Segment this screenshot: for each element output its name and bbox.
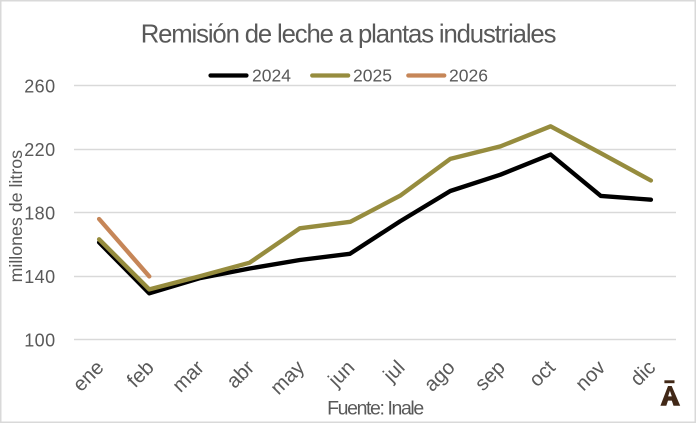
svg-text:180: 180 [24, 203, 55, 223]
svg-text:2026: 2026 [449, 66, 488, 86]
svg-text:260: 260 [24, 76, 55, 96]
svg-text:220: 220 [24, 140, 55, 160]
svg-text:Fuente: Inale: Fuente: Inale [327, 398, 423, 420]
svg-text:Remisión de leche a plantas in: Remisión de leche a plantas industriales [141, 21, 556, 49]
svg-text:140: 140 [24, 267, 55, 287]
svg-text:2024: 2024 [252, 66, 291, 86]
svg-text:100: 100 [24, 330, 55, 350]
svg-text:millones de litros: millones de litros [6, 150, 26, 283]
svg-text:2025: 2025 [353, 66, 392, 86]
